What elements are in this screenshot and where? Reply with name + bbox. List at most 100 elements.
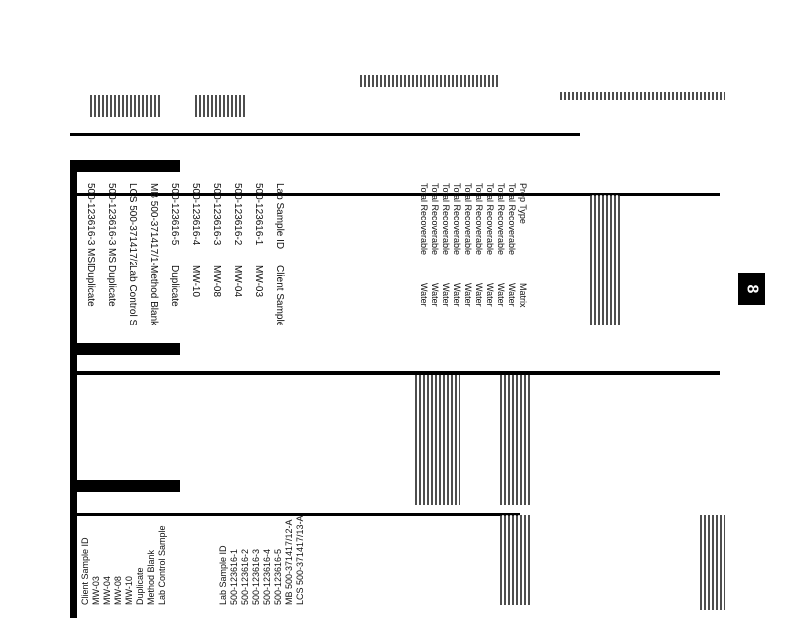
- table-row: Method Blank: [146, 475, 157, 605]
- cell: MW-04: [102, 576, 112, 605]
- cell: Duplicate: [106, 265, 117, 307]
- table-row: 500-123616-4 MW-10: [185, 183, 206, 325]
- sample-table: Lab Sample ID Client Sample ID 500-123616-…: [80, 183, 290, 325]
- scan-noise: [500, 375, 530, 505]
- header-row: Prep Type Matrix: [517, 183, 528, 323]
- header-row: Lab Sample ID: [218, 475, 229, 605]
- table-row: 500-123616-3: [251, 475, 262, 605]
- cell: Water: [507, 283, 517, 307]
- cell: Duplicate: [85, 265, 96, 307]
- cell: Water: [452, 283, 462, 307]
- table-row: MB 500-371417/12-A: [284, 475, 295, 605]
- cell: MB 500-371417/1-A: [148, 183, 159, 265]
- cell: Lab Sample ID: [218, 545, 228, 605]
- cell: Method Blank: [148, 265, 159, 325]
- table-row: Total Recoverable Water: [484, 183, 495, 323]
- cell: 500-123616-3: [251, 548, 261, 605]
- cell: Duplicate: [169, 265, 180, 307]
- header-row: Client Sample ID: [80, 475, 91, 605]
- table-row: 500-123616-3 MSD Duplicate: [80, 183, 101, 325]
- table-row: 500-123616-1 MW-03: [248, 183, 269, 325]
- scan-noise: [700, 515, 725, 610]
- table-row: Total Recoverable Water: [462, 183, 473, 323]
- table-row: LCS 500-371417/2-A Lab Control Sample: [122, 183, 143, 325]
- cell: MW-08: [113, 576, 123, 605]
- cell: LCS 500-371417/13-A: [295, 515, 305, 605]
- rule: [70, 133, 580, 136]
- table-row: Total Recoverable Water: [506, 183, 517, 323]
- table-row: 500-123616-5: [273, 475, 284, 605]
- rule: [70, 371, 720, 375]
- table-row: MW-10: [124, 475, 135, 605]
- table-row: MW-03: [91, 475, 102, 605]
- cell: Total Recoverable: [496, 183, 506, 256]
- scan-noise: [500, 515, 530, 605]
- cell: Total Recoverable: [419, 183, 429, 256]
- cell: 500-123616-2: [240, 548, 250, 605]
- table-row: Lab Control Sample: [157, 475, 168, 605]
- tab-label: 8: [743, 284, 761, 294]
- table-row: Total Recoverable Water: [473, 183, 484, 323]
- cell: 500-123616-3 MSD: [85, 183, 96, 265]
- cell: Water: [463, 283, 473, 307]
- table-row: 500-123616-4: [262, 475, 273, 605]
- header-cell: Matrix: [518, 283, 528, 308]
- cell: Duplicate: [135, 567, 145, 605]
- cell: Water: [485, 283, 495, 307]
- scan-noise: [590, 195, 620, 325]
- table-row: Total Recoverable Water: [429, 183, 440, 323]
- table-row: MB 500-371417/1-A Method Blank: [143, 183, 164, 325]
- rule: [70, 343, 180, 355]
- table-row: LCS 500-371417/13-A: [295, 475, 306, 605]
- cell: Total Recoverable: [430, 183, 440, 256]
- cell: Water: [430, 283, 440, 307]
- table-row: Duplicate: [135, 475, 146, 605]
- table-row: MW-08: [113, 475, 124, 605]
- cell: 500-123616-4: [262, 548, 272, 605]
- prep-table: Prep Type Matrix Total Recoverable Water Tot…: [418, 183, 528, 323]
- cell: Total Recoverable: [452, 183, 462, 256]
- cell: 500-123616-1: [253, 183, 264, 246]
- cell: Water: [496, 283, 506, 307]
- cell: Method Blank: [146, 549, 156, 605]
- cell: MW-08: [211, 265, 222, 298]
- table-row: Total Recoverable Water: [440, 183, 451, 323]
- scan-noise: [195, 95, 245, 117]
- cell: Water: [419, 283, 429, 307]
- cell: 500-123616-5: [169, 183, 180, 246]
- cell: 500-123616-5: [273, 548, 283, 605]
- cell: Total Recoverable: [507, 183, 517, 256]
- table-row: Total Recoverable Water: [418, 183, 429, 323]
- rule: [70, 193, 720, 196]
- table-row: 500-123616-1: [229, 475, 240, 605]
- cell: 500-123616-3: [211, 183, 222, 246]
- table-row: 500-123616-3 MW-08: [206, 183, 227, 325]
- cell: MB 500-371417/12-A: [284, 519, 294, 605]
- cell: Total Recoverable: [441, 183, 451, 256]
- rule: [70, 160, 77, 618]
- scan-noise: [415, 375, 460, 505]
- scan-noise: [560, 92, 725, 100]
- cell: LCS 500-371417/2-A: [127, 183, 138, 265]
- cell: 500-123616-1: [229, 548, 239, 605]
- header-cell: Lab Sample ID: [274, 183, 285, 250]
- rule: [70, 513, 520, 516]
- bottom-table: Client Sample ID MW-03 MW-04 MW-08 MW-10 Dupl…: [80, 475, 306, 605]
- table-row: Total Recoverable Water: [495, 183, 506, 323]
- scan-noise: [90, 95, 160, 117]
- cell: Water: [441, 283, 451, 307]
- table-row: MW-04: [102, 475, 113, 605]
- cell: 500-123616-2: [232, 183, 243, 246]
- spacer: [168, 595, 218, 605]
- rule: [70, 480, 180, 492]
- cell: MW-03: [253, 265, 264, 298]
- header-cell: Prep Type: [518, 183, 528, 224]
- header-cell: Client Sample ID: [274, 265, 285, 325]
- scan-noise: [360, 75, 500, 87]
- table-row: 500-123616-3 MS Duplicate: [101, 183, 122, 325]
- cell: Total Recoverable: [463, 183, 473, 256]
- header-row: Lab Sample ID Client Sample ID: [269, 183, 290, 325]
- cell: MW-04: [232, 265, 243, 298]
- cell: Total Recoverable: [485, 183, 495, 256]
- cell: MW-10: [190, 265, 201, 298]
